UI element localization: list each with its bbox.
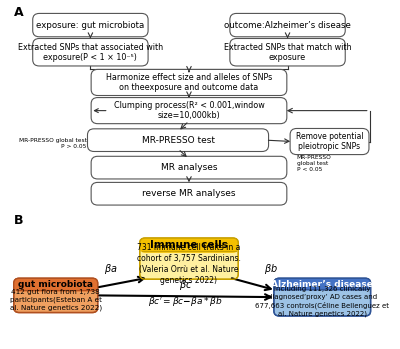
Text: MR-PRESSO global test
P > 0.05: MR-PRESSO global test P > 0.05 bbox=[19, 138, 87, 149]
FancyBboxPatch shape bbox=[91, 69, 287, 96]
Text: exposure: gut microbiota: exposure: gut microbiota bbox=[36, 21, 144, 30]
Text: Remove potential
pleiotropic SNPs: Remove potential pleiotropic SNPs bbox=[296, 132, 363, 151]
Text: Harmonize effect size and alleles of SNPs
on theexposure and outcome data: Harmonize effect size and alleles of SNP… bbox=[106, 73, 272, 92]
Text: $\beta c$: $\beta c$ bbox=[179, 278, 192, 292]
FancyBboxPatch shape bbox=[140, 238, 238, 253]
Text: Alzheimer’s disease: Alzheimer’s disease bbox=[271, 280, 373, 289]
FancyBboxPatch shape bbox=[14, 278, 98, 291]
Text: Extracted SNPs that associated with
exposure(P < 1 × 10⁻⁵): Extracted SNPs that associated with expo… bbox=[18, 43, 163, 62]
Bar bbox=[142, 245, 236, 251]
Text: $\beta c'=\beta c\mathbf{-}\beta a*\beta b$: $\beta c'=\beta c\mathbf{-}\beta a*\beta… bbox=[148, 295, 223, 308]
FancyBboxPatch shape bbox=[140, 238, 238, 279]
FancyBboxPatch shape bbox=[91, 98, 287, 124]
Text: MR analyses: MR analyses bbox=[161, 163, 217, 172]
Text: MR-PRESSO
global test
P < 0.05: MR-PRESSO global test P < 0.05 bbox=[297, 155, 332, 172]
Text: A: A bbox=[14, 6, 23, 19]
Bar bbox=[276, 284, 369, 289]
FancyBboxPatch shape bbox=[230, 38, 345, 66]
Text: $\beta b$: $\beta b$ bbox=[264, 262, 278, 276]
Text: Clumping process(R² < 0.001,window
size=10,000kb): Clumping process(R² < 0.001,window size=… bbox=[114, 101, 264, 120]
Bar bbox=[16, 285, 96, 290]
Text: Immune cells: Immune cells bbox=[150, 240, 228, 251]
Text: MR-PRESSO test: MR-PRESSO test bbox=[142, 136, 214, 144]
Text: B: B bbox=[14, 214, 23, 227]
Text: Extracted SNPs that match with
exposure: Extracted SNPs that match with exposure bbox=[224, 43, 351, 62]
Text: outcome:Alzheimer’s disease: outcome:Alzheimer’s disease bbox=[224, 21, 351, 30]
Text: $\beta a$: $\beta a$ bbox=[104, 262, 117, 276]
FancyBboxPatch shape bbox=[33, 38, 148, 66]
Text: 731 immune cell traits in a
cohort of 3,757 Sardinians.
(Valeria Orrù et al. Nat: 731 immune cell traits in a cohort of 3,… bbox=[137, 243, 241, 285]
FancyBboxPatch shape bbox=[91, 183, 287, 205]
FancyBboxPatch shape bbox=[91, 156, 287, 179]
FancyBboxPatch shape bbox=[290, 128, 369, 155]
FancyBboxPatch shape bbox=[230, 13, 345, 37]
FancyBboxPatch shape bbox=[14, 278, 98, 313]
FancyBboxPatch shape bbox=[274, 278, 371, 291]
FancyBboxPatch shape bbox=[274, 278, 371, 316]
Text: including 111,326 clinically
diagnosed’proxy’ AD cases and
677,663 controls(Céli: including 111,326 clinically diagnosed’p… bbox=[255, 286, 389, 317]
Text: reverse MR analyses: reverse MR analyses bbox=[142, 189, 236, 198]
Text: gut microbiota: gut microbiota bbox=[18, 280, 93, 289]
FancyBboxPatch shape bbox=[33, 13, 148, 37]
FancyBboxPatch shape bbox=[88, 129, 268, 151]
Text: 412 gut flora from 1,738
participants(Esteban A et
al. Nature genetics 2022): 412 gut flora from 1,738 participants(Es… bbox=[10, 289, 102, 311]
